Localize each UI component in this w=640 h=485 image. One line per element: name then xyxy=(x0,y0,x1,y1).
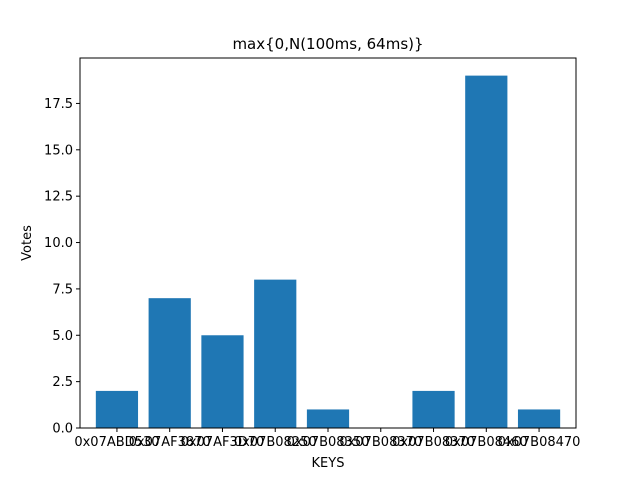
y-tick-label-1: 2.5 xyxy=(52,375,73,390)
bar-8 xyxy=(517,409,561,428)
bar-4 xyxy=(306,409,350,428)
x-tick-label-4: 0x07B08350 xyxy=(287,435,370,450)
y-tick-label-3: 7.5 xyxy=(52,282,73,297)
chart-title: max{0,N(100ms, 64ms)} xyxy=(232,35,423,53)
bar-1 xyxy=(148,298,191,428)
x-tick-label-1: 0x07AF3870 xyxy=(129,435,211,450)
x-tick-label-2: 0x07AF3D70 xyxy=(181,435,265,450)
bar-3 xyxy=(254,279,297,428)
y-tick-label-4: 10.0 xyxy=(44,236,73,251)
x-tick-label-7: 0x07B08460 xyxy=(445,435,528,450)
y-axis: 0.0 2.5 5.0 7.5 10.0 12.5 15.0 17.5 xyxy=(44,97,80,437)
y-axis-title: Votes xyxy=(20,225,35,261)
y-tick-label-5: 12.5 xyxy=(44,190,73,205)
x-tick-label-0: 0x07ABD530 xyxy=(74,435,159,450)
x-tick-label-5: 0x07B08370 xyxy=(339,435,422,450)
x-tick-label-8: 0x07B08470 xyxy=(498,435,581,450)
y-tick-label-2: 5.0 xyxy=(52,329,73,344)
bars-layer xyxy=(95,75,561,428)
y-tick-label-6: 15.0 xyxy=(44,143,73,158)
y-tick-label-7: 17.5 xyxy=(44,97,73,112)
x-axis: 0x07ABD5300x07AF38700x07AF3D700x07B08250… xyxy=(74,428,580,450)
y-tick-label-0: 0.0 xyxy=(52,422,73,437)
bar-2 xyxy=(201,335,244,428)
x-tick-label-6: 0x07B08370 xyxy=(392,435,475,450)
x-tick-label-3: 0x07B08250 xyxy=(234,435,317,450)
bar-0 xyxy=(95,390,139,428)
bar-6 xyxy=(412,390,455,428)
bar-7 xyxy=(465,75,508,428)
x-axis-title: KEYS xyxy=(312,456,345,471)
